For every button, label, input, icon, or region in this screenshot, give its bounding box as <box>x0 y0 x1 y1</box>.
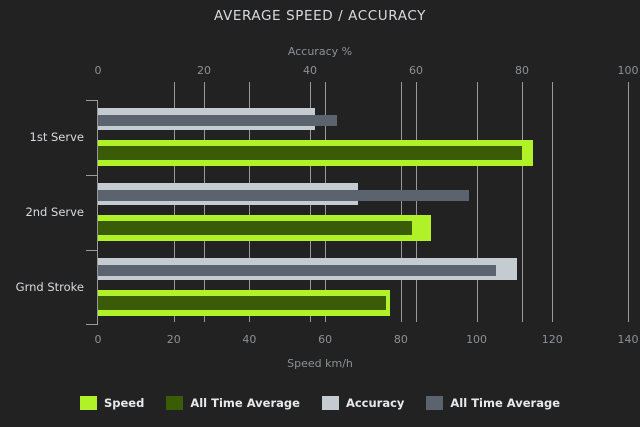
top-axis-tick-60: 60 <box>409 64 423 77</box>
legend-label-3: All Time Average <box>450 396 561 410</box>
category-label-grnd-stroke: Grnd Stroke <box>15 280 84 294</box>
gridline-speed-60 <box>325 82 327 322</box>
gridline-speed-20 <box>173 82 175 322</box>
y-axis-tick-0 <box>86 100 98 101</box>
legend-swatch-icon-0 <box>79 396 97 410</box>
gridline-speed-100 <box>476 82 478 322</box>
speed-bar-0 <box>98 140 534 166</box>
speed-bar-2 <box>98 290 390 316</box>
bottom-axis-tick-80: 80 <box>393 333 408 346</box>
top-axis-tick-80: 80 <box>515 64 529 77</box>
bottom-axis-tick-20: 20 <box>166 333 181 346</box>
chart-legend: Speed All Time Average Accuracy All Time Av… <box>0 396 640 410</box>
gridline-accuracy-40 <box>310 82 311 322</box>
y-axis-tick-3 <box>86 324 98 325</box>
bottom-axis-tick-0: 0 <box>94 333 102 346</box>
top-axis-tick-20: 20 <box>197 64 211 77</box>
bottom-axis-tick-60: 60 <box>318 333 333 346</box>
speed-average-bar-1 <box>98 221 413 235</box>
top-axis-tick-100: 100 <box>617 64 639 77</box>
gridline-speed-120 <box>552 82 554 322</box>
top-axis-tick-40: 40 <box>303 64 317 77</box>
legend-swatch-icon-3 <box>426 396 444 410</box>
top-axis-tick-0: 0 <box>94 64 102 77</box>
bottom-axis-tick-100: 100 <box>466 333 488 346</box>
chart-title: AVERAGE SPEED / ACCURACY <box>214 8 426 24</box>
accuracy-bar-1 <box>98 183 358 205</box>
gridline-accuracy-20 <box>204 82 205 322</box>
accuracy-average-bar-2 <box>98 265 496 276</box>
legend-swatch-icon-2 <box>321 396 339 410</box>
gridline-speed-80 <box>400 82 402 322</box>
category-label-1st-serve: 1st Serve <box>29 130 84 144</box>
legend-item-0[interactable]: Speed <box>79 396 145 410</box>
gridline-accuracy-60 <box>416 82 417 322</box>
speed-average-bar-0 <box>98 146 522 160</box>
legend-label-2: Accuracy <box>345 396 405 410</box>
legend-item-2[interactable]: Accuracy <box>321 396 405 410</box>
y-axis-tick-1 <box>86 175 98 176</box>
y-axis-line <box>97 100 98 324</box>
legend-swatch-icon-1 <box>166 396 184 410</box>
bottom-axis-tick-140: 140 <box>617 333 639 346</box>
top-axis-label: Accuracy % <box>287 45 353 58</box>
accuracy-average-bar-1 <box>98 190 469 201</box>
category-label-2nd-serve: 2nd Serve <box>25 205 84 219</box>
legend-label-1: All Time Average <box>190 396 300 410</box>
speed-bar-1 <box>98 215 432 241</box>
gridline-accuracy-100 <box>628 82 629 322</box>
legend-item-3[interactable]: All Time Average <box>426 396 560 410</box>
legend-item-1[interactable]: All Time Average <box>166 396 300 410</box>
y-axis-tick-2 <box>86 250 98 251</box>
bottom-axis-tick-120: 120 <box>541 333 563 346</box>
accuracy-bar-2 <box>98 258 517 280</box>
accuracy-average-bar-0 <box>98 115 337 126</box>
speed-average-bar-2 <box>98 296 386 310</box>
gridline-speed-140 <box>628 82 629 322</box>
legend-label-0: Speed <box>103 396 145 410</box>
bottom-axis-label: Speed km/h <box>287 357 353 370</box>
gridline-accuracy-80 <box>522 82 523 322</box>
bottom-axis-tick-40: 40 <box>242 333 257 346</box>
gridline-speed-40 <box>249 82 251 322</box>
accuracy-bar-0 <box>98 108 316 130</box>
